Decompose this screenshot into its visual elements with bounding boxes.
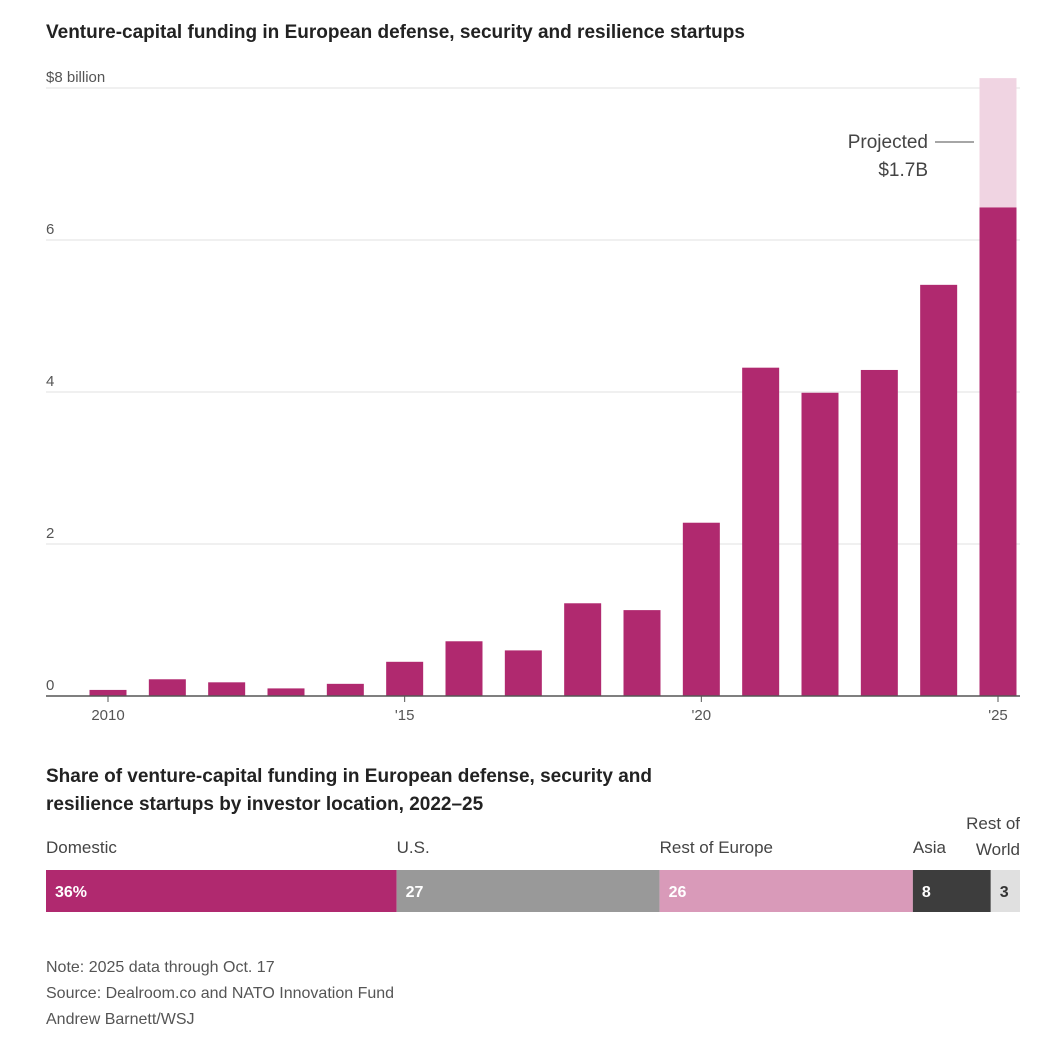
- bar-2024: [920, 284, 958, 696]
- segment-asia: [912, 870, 991, 912]
- projected-bar-2025: [979, 78, 1017, 208]
- bar-2022: [801, 392, 839, 696]
- segment-name-u-s-: U.S.: [397, 838, 430, 857]
- x-tick-label: 2010: [91, 707, 124, 724]
- segment-rest-of-europe: [659, 870, 913, 912]
- bar-2020: [682, 522, 720, 696]
- segment-name-asia: Asia: [913, 838, 947, 857]
- segment-value-u-s-: 27: [406, 884, 424, 901]
- bar-2016: [445, 641, 483, 696]
- bar-2010: [89, 689, 127, 696]
- segment-u-s-: [396, 870, 660, 912]
- projected-label: Projected: [848, 132, 928, 153]
- note-text: Note: 2025 data through Oct. 17: [46, 959, 275, 976]
- share-title-line1: Share of venture-capital funding in Euro…: [46, 766, 653, 787]
- segment-name-domestic: Domestic: [46, 838, 117, 857]
- segment-value-rest-of-world: 3: [1000, 884, 1009, 901]
- credit-text: Andrew Barnett/WSJ: [46, 1011, 195, 1028]
- y-tick-label: $8 billion: [46, 69, 105, 86]
- segment-name-rest-of-europe: Rest of Europe: [660, 838, 773, 857]
- x-tick-label: '15: [395, 707, 415, 724]
- segment-value-domestic: 36%: [55, 884, 87, 901]
- segment-name-rest-of-world-line2: World: [976, 840, 1020, 859]
- share-title-line2: resilience startups by investor location…: [46, 794, 484, 815]
- share-chart-title: Share of venture-capital funding in Euro…: [46, 763, 652, 819]
- segment-name-rest-of-world-line1: Rest of: [966, 814, 1020, 833]
- segment-value-asia: 8: [922, 884, 931, 901]
- y-tick-label: 4: [46, 373, 54, 390]
- y-tick-label: 2: [46, 525, 54, 542]
- bar-2019: [623, 610, 661, 696]
- bar-2025: [979, 207, 1017, 696]
- segment-rest-of-world: [990, 870, 1020, 912]
- bar-2023: [860, 369, 898, 696]
- bar-2011: [148, 679, 186, 696]
- bar-2021: [742, 367, 780, 696]
- y-tick-label: 0: [46, 677, 54, 694]
- y-tick-label: 6: [46, 221, 54, 238]
- segment-domestic: [46, 870, 397, 912]
- bar-2012: [208, 682, 246, 696]
- chart-title: Venture-capital funding in European defe…: [46, 22, 745, 43]
- source-text: Source: Dealroom.co and NATO Innovation …: [46, 985, 395, 1002]
- projected-value-label: $1.7B: [878, 160, 928, 181]
- footnotes: Note: 2025 data through Oct. 17 Source: …: [46, 955, 394, 1033]
- x-tick-label: '25: [988, 707, 1008, 724]
- bar-2017: [504, 650, 542, 696]
- segment-value-rest-of-europe: 26: [669, 884, 687, 901]
- bar-2018: [564, 603, 602, 696]
- bar-2013: [267, 688, 305, 696]
- bar-2014: [326, 683, 364, 696]
- bar-2015: [386, 661, 424, 696]
- x-tick-label: '20: [692, 707, 712, 724]
